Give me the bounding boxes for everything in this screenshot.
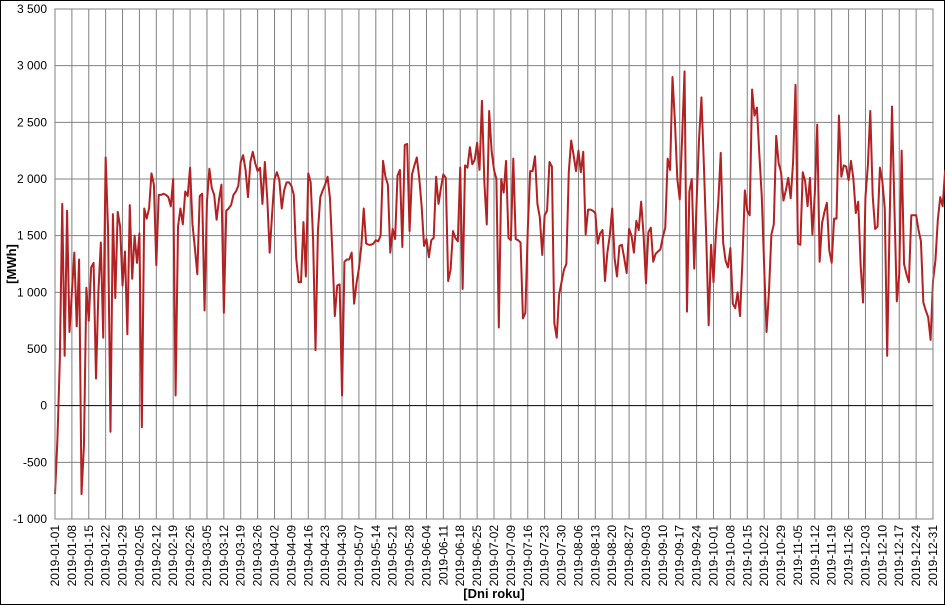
x-tick-label: 2019-07-30 <box>555 525 569 587</box>
x-tick-label: 2019-07-09 <box>504 525 518 587</box>
x-tick-label: 2019-05-14 <box>369 525 383 587</box>
y-tick-label: 1 000 <box>17 285 47 299</box>
x-tick-label: 2019-04-23 <box>318 525 332 587</box>
x-tick-label: 2019-04-16 <box>301 525 315 587</box>
x-tick-label: 2019-11-05 <box>791 525 805 586</box>
x-tick-label: 2019-04-09 <box>284 525 298 587</box>
x-tick-label: 2019-05-21 <box>386 525 400 587</box>
x-tick-label: 2019-11-19 <box>825 525 839 586</box>
series-line <box>54 70 945 496</box>
x-tick-label: 2019-03-19 <box>234 525 248 587</box>
x-tick-label: 2019-01-15 <box>82 525 96 587</box>
x-tick-label: 2019-04-30 <box>335 525 349 587</box>
x-tick-label: 2019-03-05 <box>200 525 214 587</box>
y-tick-label: 1 500 <box>17 229 47 243</box>
x-axis-title: [Dni roku] <box>463 586 524 601</box>
x-tick-label: 2019-02-12 <box>149 525 163 587</box>
x-tick-label: 2019-01-29 <box>116 525 130 587</box>
x-tick-label: 2019-06-11 <box>436 525 450 586</box>
y-tick-label: 3 000 <box>17 59 47 73</box>
x-tick-label: 2019-02-05 <box>132 525 146 587</box>
x-tick-label: 2019-08-13 <box>588 525 602 587</box>
y-axis-tick-labels: -1 000 -500 0 500 1 000 1 500 2 000 2 500 3 000 3… <box>13 2 47 526</box>
x-tick-label: 2019-09-10 <box>656 525 670 587</box>
x-axis-tick-labels: 2019-01-01 2019-01-08 2019-01-15 2019-01-22… <box>48 525 940 587</box>
x-tick-label: 2019-09-24 <box>690 525 704 587</box>
x-tick-label: 2019-01-08 <box>65 525 79 587</box>
x-tick-label: 2019-11-26 <box>842 525 856 586</box>
x-tick-label: 2019-04-02 <box>268 525 282 587</box>
x-tick-label: 2019-05-07 <box>352 525 366 587</box>
x-tick-label: 2019-12-31 <box>926 525 940 587</box>
x-tick-label: 2019-03-12 <box>217 525 231 587</box>
x-tick-label: 2019-10-08 <box>723 525 737 587</box>
x-tick-label: 2019-05-28 <box>403 525 417 587</box>
x-tick-label: 2019-03-26 <box>251 525 265 587</box>
x-tick-label: 2019-06-04 <box>419 525 433 587</box>
x-tick-label: 2019-11-12 <box>808 525 822 586</box>
y-tick-label: 500 <box>27 342 47 356</box>
x-tick-label: 2019-10-29 <box>774 525 788 587</box>
x-tick-label: 2019-02-19 <box>166 525 180 587</box>
x-tick-label: 2019-10-22 <box>757 525 771 587</box>
y-tick-label: 0 <box>40 399 47 413</box>
x-tick-label: 2019-01-22 <box>99 525 113 587</box>
x-tick-label: 2019-07-23 <box>538 525 552 587</box>
x-tick-label: 2019-12-17 <box>892 525 906 587</box>
x-tick-label: 2019-06-25 <box>470 525 484 587</box>
x-tick-label: 2019-01-01 <box>48 525 62 587</box>
x-tick-label: 2019-12-03 <box>858 525 872 587</box>
x-tick-label: 2019-06-18 <box>453 525 467 587</box>
y-tick-label: 2 000 <box>17 172 47 186</box>
plot-border <box>54 8 934 520</box>
x-tick-label: 2019-02-26 <box>183 525 197 587</box>
x-tick-label: 2019-10-15 <box>740 525 754 587</box>
x-tick-label: 2019-07-16 <box>521 525 535 587</box>
x-tick-label: 2019-09-03 <box>639 525 653 587</box>
y-tick-label: -500 <box>23 455 47 469</box>
y-tick-label: -1 000 <box>13 512 47 526</box>
x-tick-label: 2019-08-06 <box>571 525 585 587</box>
y-axis-title: [MWh] <box>4 244 19 284</box>
y-tick-label: 2 500 <box>17 115 47 129</box>
x-tick-label: 2019-09-17 <box>673 525 687 587</box>
x-tick-label: 2019-10-01 <box>707 525 721 587</box>
x-tick-label: 2019-08-27 <box>622 525 636 587</box>
x-tick-label: 2019-12-10 <box>875 525 889 587</box>
y-tick-label: 3 500 <box>17 2 47 16</box>
x-tick-label: 2019-07-02 <box>487 525 501 587</box>
x-tick-label: 2019-08-20 <box>605 525 619 587</box>
x-tick-label: 2019-12-24 <box>909 525 923 587</box>
